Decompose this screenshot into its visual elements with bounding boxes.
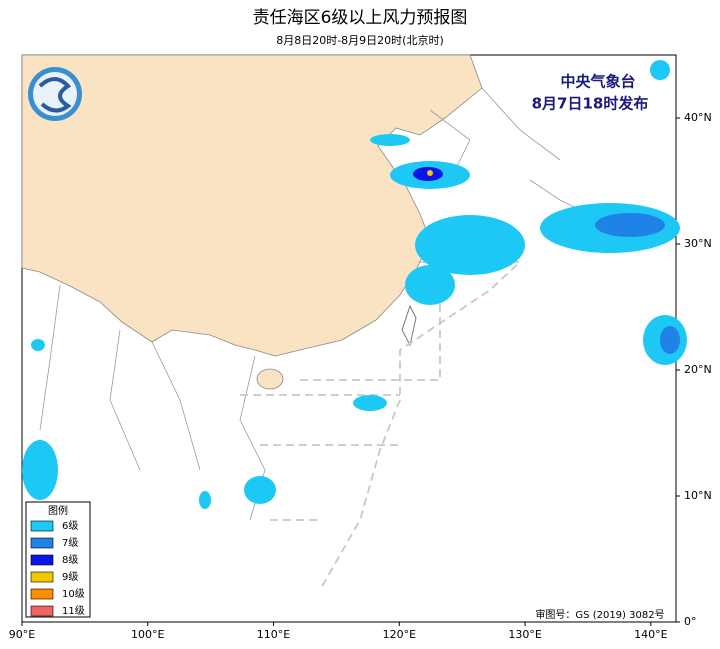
y-tick-label: 20°N bbox=[684, 363, 712, 376]
wind-areas bbox=[22, 60, 687, 509]
legend-label: 9级 bbox=[62, 571, 78, 583]
legend-label: 11级 bbox=[62, 605, 85, 617]
map: 中央气象台 8月7日18时发布 审图号：GS (2019) 3082号 图例 6… bbox=[21, 54, 687, 623]
y-tick-label: 0° bbox=[684, 615, 697, 628]
y-tick-label: 30°N bbox=[684, 237, 712, 250]
legend-swatch bbox=[30, 554, 54, 566]
china-land bbox=[21, 54, 483, 357]
x-tick-label: 100°E bbox=[131, 628, 164, 641]
legend-swatch bbox=[30, 537, 54, 549]
x-tick-label: 110°E bbox=[257, 628, 290, 641]
taiwan bbox=[401, 304, 417, 347]
zone-lines bbox=[240, 261, 523, 591]
legend-swatch bbox=[30, 588, 54, 600]
subtitle: 8月8日20时-8月9日20时(北京时) bbox=[276, 33, 444, 47]
x-tick-label: 90°E bbox=[9, 628, 35, 641]
y-tick-label: 10°N bbox=[684, 489, 712, 502]
legend-label: 6级 bbox=[62, 520, 78, 532]
logo bbox=[28, 67, 82, 121]
legend-swatch bbox=[30, 605, 54, 617]
legend-label: 10级 bbox=[62, 588, 85, 600]
legend-swatch bbox=[30, 520, 54, 532]
title: 责任海区6级以上风力预报图 bbox=[253, 8, 468, 28]
issuer-name: 中央气象台 bbox=[560, 73, 635, 91]
legend-label: 7级 bbox=[62, 537, 78, 549]
legend: 图例 6级 7级 8级 9级 10级 11级 bbox=[25, 501, 91, 618]
x-tick-label: 140°E bbox=[634, 628, 667, 641]
x-tick-label: 130°E bbox=[508, 628, 541, 641]
y-tick-label: 40°N bbox=[684, 111, 712, 124]
approval-number: 审图号：GS (2019) 3082号 bbox=[535, 608, 664, 621]
legend-title: 图例 bbox=[48, 504, 68, 517]
hainan bbox=[256, 368, 284, 390]
borders bbox=[39, 87, 601, 521]
x-tick-label: 120°E bbox=[383, 628, 416, 641]
legend-label: 8级 bbox=[62, 554, 78, 566]
issue-time: 8月7日18时发布 bbox=[532, 95, 649, 113]
legend-swatch bbox=[30, 571, 54, 583]
